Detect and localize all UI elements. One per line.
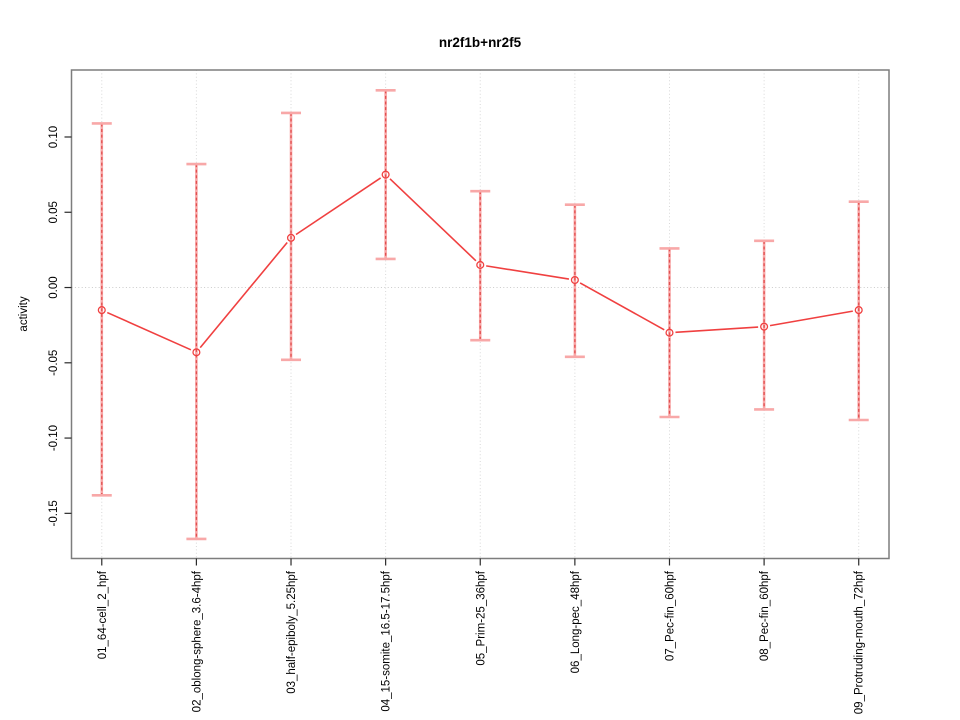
data-point-marker — [760, 322, 769, 331]
data-point-marker — [665, 328, 674, 337]
y-tick-label: 0.05 — [48, 201, 60, 223]
series-layer — [106, 177, 853, 351]
axis-layer: 0.10 0.05 0.00 -0.05 -0.10 -0.15 01_64-cell_2_… — [48, 126, 866, 714]
x-tick-label: 04_15-somite_16.5-17.5hpf — [381, 570, 393, 711]
data-point-marker — [381, 170, 390, 179]
series-line-segment — [579, 282, 665, 331]
data-point-marker — [97, 306, 106, 315]
x-tick-label: 07_Pec-fin_60hpf — [664, 570, 676, 661]
data-point-marker — [570, 275, 579, 285]
data-point-marker — [854, 306, 863, 315]
x-tick-label: 03_half-epiboly_5.25hpf — [286, 570, 298, 694]
series-line-segment — [295, 177, 382, 236]
y-tick-label: 0.10 — [48, 126, 60, 148]
series-line-segment — [199, 241, 288, 349]
x-tick-label: 08_Pec-fin_60hpf — [759, 570, 771, 661]
x-tick-label: 01_64-cell_2_hpf — [97, 570, 109, 659]
series-line-segment — [675, 326, 759, 334]
y-tick-label: 0.00 — [48, 276, 60, 298]
x-tick-label: 09_Protruding-mouth_72hpf — [854, 570, 866, 714]
series-line-segment — [389, 178, 477, 262]
series-line-segment — [106, 311, 192, 351]
x-tick-label: 06_Long-pec_48hpf — [570, 570, 582, 673]
y-tick-label: -0.15 — [48, 500, 60, 526]
x-tick-label: 05_Prim-25_36hpf — [475, 570, 487, 665]
chart-title: nr2f1b+nr2f5 — [439, 35, 522, 50]
x-tick-label: 02_oblong-sphere_3.6-4hpf — [191, 570, 203, 712]
y-tick-label: -0.05 — [48, 350, 60, 376]
marker-layer — [97, 170, 863, 357]
series-line-segment — [769, 310, 853, 327]
series-line-segment — [486, 265, 570, 280]
data-point-marker — [192, 348, 201, 357]
y-axis-label: activity — [18, 296, 30, 331]
data-point-marker — [286, 233, 296, 242]
errorbar-layer — [91, 89, 869, 541]
y-tick-label: -0.10 — [48, 425, 60, 451]
data-point-marker — [476, 260, 485, 269]
